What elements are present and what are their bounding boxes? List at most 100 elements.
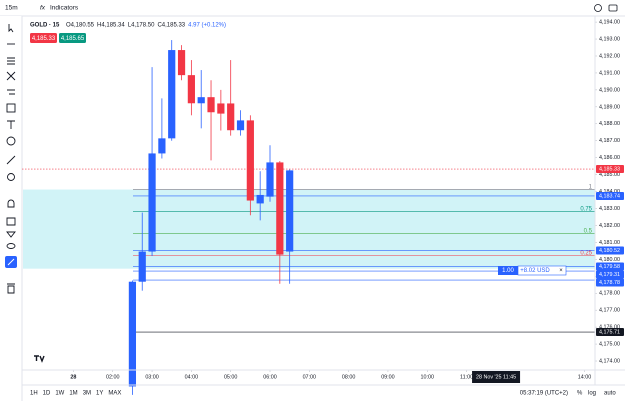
y-tick-label: 4,194.00 <box>599 20 620 26</box>
candle-body <box>246 120 254 201</box>
candle-body <box>148 153 156 252</box>
lock-tool[interactable] <box>6 217 16 226</box>
fib-tool[interactable] <box>7 57 15 65</box>
log-toggle[interactable]: log <box>588 391 596 397</box>
position-qty: 1.00 <box>502 268 514 274</box>
snapshot-icon[interactable] <box>608 4 618 12</box>
hide-tool[interactable] <box>6 231 16 238</box>
price-badge <box>596 328 624 337</box>
drawing-tools <box>6 24 16 294</box>
tv-logo <box>34 355 45 363</box>
x-tick-label: 04:00 <box>185 374 199 380</box>
cursor-tool[interactable] <box>8 24 14 33</box>
candle-body <box>217 103 225 114</box>
x-tick-label: 05:00 <box>224 374 238 380</box>
candle-body <box>256 194 264 204</box>
price-badge-label: 4,185.33 <box>599 166 620 172</box>
buy-button[interactable] <box>59 33 86 43</box>
delete-tool[interactable] <box>7 283 15 294</box>
price-badge <box>596 262 624 271</box>
y-tick-label: 4,177.00 <box>599 308 620 314</box>
left-toolbar <box>0 16 22 401</box>
x-tick-label: 11:00 <box>460 374 473 380</box>
y-tick-label: 4,192.00 <box>599 53 620 59</box>
magnet-tool[interactable] <box>7 199 15 208</box>
range-button[interactable]: 1M <box>69 391 77 397</box>
y-tick-label: 4,182.00 <box>599 223 620 229</box>
range-button[interactable]: 1Y <box>96 391 103 397</box>
active-tool-icon <box>7 258 15 266</box>
y-tick-label: 4,186.00 <box>599 155 620 161</box>
candle-body <box>138 251 146 282</box>
y-tick-label: 4,185.00 <box>599 172 620 178</box>
range-button[interactable]: 3M <box>83 391 91 397</box>
sell-button[interactable] <box>30 33 57 43</box>
visibility-tool[interactable] <box>6 243 16 249</box>
position-pnl-box <box>517 265 567 276</box>
fib-level-label: 0.5 <box>584 229 593 235</box>
range-button[interactable]: 1W <box>55 391 64 397</box>
settings-icon[interactable] <box>594 4 602 12</box>
close-position[interactable]: × <box>559 268 563 274</box>
candle-body <box>276 162 284 255</box>
auto-toggle[interactable]: auto <box>604 391 616 397</box>
ohlc-legend: O4,180.55 H4,185.34 L4,178.50 C4,185.33 4.97… <box>66 23 226 29</box>
symbol: GOLD · 15 <box>30 23 60 29</box>
candle-body <box>187 75 195 104</box>
indicators-button[interactable]: Indicators <box>50 5 79 12</box>
price-badge-label: 4,179.58 <box>599 264 620 270</box>
ohlc-value: C4,185.33 <box>157 23 185 29</box>
ohlc-value: L4,178.50 <box>128 23 155 29</box>
range-button[interactable]: 1D <box>43 391 51 397</box>
candle-body <box>227 103 235 131</box>
y-tick-label: 4,193.00 <box>599 36 620 42</box>
range-button[interactable]: 1H <box>30 391 38 397</box>
candle-body <box>207 97 215 113</box>
crosshair-time-box <box>472 371 521 383</box>
forecast-tool[interactable] <box>7 89 15 95</box>
y-tick-label: 4,180.00 <box>599 257 620 263</box>
position-qty-box[interactable] <box>498 266 518 275</box>
y-tick-label: 4,175.00 <box>599 341 620 347</box>
y-tick-label: 4,190.00 <box>599 87 620 93</box>
percent-toggle[interactable]: % <box>577 391 583 397</box>
x-tick-label: 03:00 <box>145 374 159 380</box>
fib-level-label: 0.25 <box>580 251 592 257</box>
pattern-tool[interactable] <box>6 71 16 81</box>
shape-tool[interactable] <box>6 103 16 113</box>
price-badge <box>596 191 624 200</box>
price-badge <box>596 270 624 279</box>
y-tick-label: 4,174.00 <box>599 358 620 364</box>
candle-body <box>177 50 186 76</box>
x-tick-label: 14:00 <box>578 374 592 380</box>
clock: 05:37:19 (UTC+2) <box>520 391 568 397</box>
ruler-tool[interactable] <box>6 155 16 165</box>
plot: 10.750.50.254,174.004,175.004,176.004,17… <box>22 20 624 395</box>
y-tick-label: 4,189.00 <box>599 104 620 110</box>
candle-body <box>286 170 294 252</box>
fib-zone <box>23 189 595 269</box>
ohlc-value: O4,180.55 <box>66 23 95 29</box>
x-tick-label: 10:00 <box>421 374 435 380</box>
price-badge <box>596 165 624 174</box>
indicators-icon[interactable]: fx <box>40 5 46 12</box>
crosshair-time: 28 Nov '25 11:45 <box>476 374 516 380</box>
y-tick-label: 4,176.00 <box>599 325 620 331</box>
x-tick-label: 06:00 <box>263 374 277 380</box>
y-tick-label: 4,191.00 <box>599 70 620 76</box>
range-button[interactable]: MAX <box>108 391 121 397</box>
price-badge-label: 4,175.71 <box>599 329 620 335</box>
interval-button[interactable]: 15m <box>5 5 18 12</box>
ohlc-value: H4,185.34 <box>97 23 125 29</box>
candle-body <box>128 281 137 387</box>
y-tick-label: 4,183.00 <box>599 206 620 212</box>
emoji-tool[interactable] <box>6 136 16 146</box>
x-tick-label: 02:00 <box>106 374 120 380</box>
zoom-tool[interactable] <box>7 173 15 181</box>
candle-body <box>168 50 176 139</box>
candle-body <box>266 162 274 197</box>
text-tool[interactable] <box>7 120 15 129</box>
fib-level-label: 1 <box>589 185 593 191</box>
